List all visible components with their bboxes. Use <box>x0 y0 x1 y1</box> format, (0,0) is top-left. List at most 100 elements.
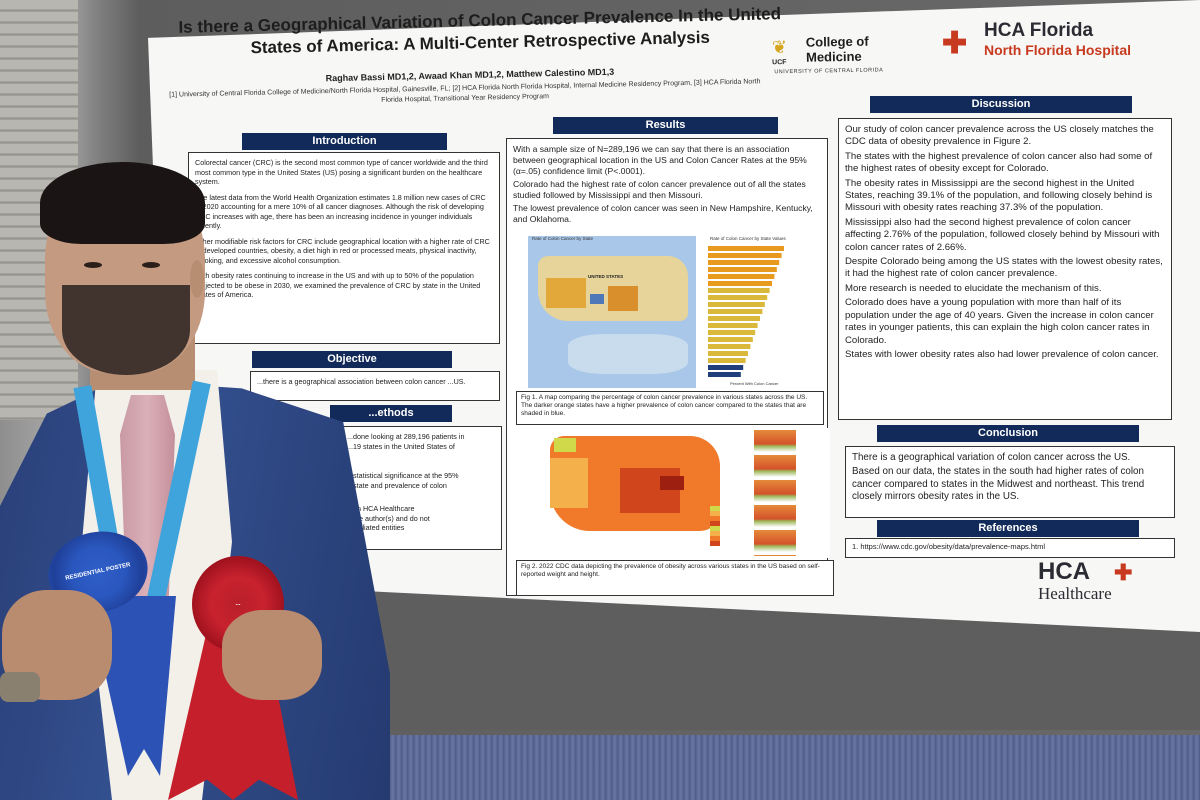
hca-healthcare-line1: HCA <box>1038 558 1090 585</box>
methods-line: ...an HCA Healthcare <box>347 504 415 513</box>
fig1-bar <box>708 246 784 251</box>
ucf-name: College of Medicine <box>806 34 869 65</box>
results-bullet: Colorado had the highest rate of colon c… <box>513 179 806 200</box>
fig1-bar <box>708 372 741 377</box>
methods-line: ...done looking at 289,196 patients in <box>347 432 465 441</box>
person-eye <box>84 262 102 268</box>
conclusion-bullet: There is a geographical variation of col… <box>852 452 1131 463</box>
discussion-bullet: More research is needed to elucidate the… <box>845 282 1102 294</box>
obesity-region-darkest <box>660 476 684 490</box>
fig1-bar-chart: Rate of Colon Cancer by State Values Per… <box>700 236 820 388</box>
fig1-bar <box>708 323 758 328</box>
fig1-bar <box>708 330 756 335</box>
discussion-bullet: Our study of colon cancer prevalence acr… <box>845 124 1154 148</box>
obesity-region-light <box>550 458 588 508</box>
discussion-header: Discussion <box>870 96 1132 113</box>
map-ocean <box>568 334 688 374</box>
ucf-logo: ❦ UCF College of Medicine UNIVERSITY OF … <box>772 33 923 76</box>
map-region-blue <box>590 294 604 304</box>
discussion-bullet: States with lower obesity rates also had… <box>845 348 1159 360</box>
conclusion-header: Conclusion <box>877 425 1139 442</box>
red-ribbon-text: ... <box>235 600 241 607</box>
references-header: References <box>877 520 1139 537</box>
methods-box: ...done looking at 289,196 patients in .… <box>340 426 502 550</box>
fig1-bar <box>708 274 775 279</box>
intro-paragraph: Other modifiable risk factors for CRC in… <box>195 236 490 265</box>
fig1-map-label: UNITED STATES <box>588 274 624 279</box>
fig1-caption: Fig 1. A map comparing the percentage of… <box>516 391 824 425</box>
fig1-bar <box>708 267 777 272</box>
methods-header: ...ethods <box>330 405 452 422</box>
ucf-abbr: UCF <box>772 59 787 67</box>
fig2-obesity-map <box>530 428 830 558</box>
references-box: 1. https://www.cdc.gov/obesity/data/prev… <box>845 538 1175 558</box>
hca-healthcare-line2: Healthcare <box>1038 584 1112 603</box>
results-bullet: With a sample size of N=289,196 we can s… <box>513 144 807 176</box>
fig1-bar <box>708 337 753 342</box>
fig1-bar <box>708 365 744 370</box>
map-region-orange <box>546 278 586 308</box>
methods-line: ...19 states in the United States of <box>347 441 455 451</box>
hca-florida-line2: North Florida Hospital <box>984 42 1131 58</box>
fig1-xlabel: Percent With Colon Cancer <box>730 381 779 386</box>
fig1-bar <box>708 316 760 321</box>
hca-florida-line1: HCA Florida <box>984 20 1094 41</box>
discussion-bullet: Despite Colorado being among the US stat… <box>845 256 1163 280</box>
discussion-bullet: Mississippi also had the second highest … <box>845 216 1160 253</box>
objective-header: Objective <box>252 351 452 368</box>
fig1-bar <box>708 309 763 314</box>
hca-florida-logo: ✚ HCA Florida North Florida Hospital <box>942 16 1182 66</box>
wristwatch <box>0 672 40 702</box>
fig1-bar <box>708 288 770 293</box>
discussion-bullet: Colorado does have a young population wi… <box>845 297 1154 346</box>
fig1-title-left: Rate of Colon Cancer by State <box>532 236 594 241</box>
obesity-region-green <box>554 438 576 452</box>
conclusion-bullet: Based on our data, the states in the sou… <box>852 466 1145 503</box>
fig1-bar <box>708 358 746 363</box>
methods-line: ...state and prevalence of colon <box>347 480 447 490</box>
obesity-legend <box>710 506 720 546</box>
fig1-bars <box>708 246 784 377</box>
ucf-name-line1: College of <box>805 33 869 50</box>
obesity-small-maps <box>754 430 796 556</box>
fig1-bar <box>708 344 751 349</box>
map-region-orange <box>608 286 638 311</box>
person-eye <box>142 262 160 268</box>
intro-paragraph: With obesity rates continuing to increas… <box>195 271 481 299</box>
person-ear <box>190 260 204 298</box>
fig1-bar <box>708 281 772 286</box>
discussion-box: Our study of colon cancer prevalence acr… <box>838 118 1172 420</box>
pegasus-icon: ❦ <box>771 37 788 58</box>
introduction-header: Introduction <box>242 133 447 150</box>
fig1-bar <box>708 302 765 307</box>
discussion-bullet: The states with the highest prevalence o… <box>845 150 1153 175</box>
methods-line: ...affiliated entities <box>347 523 405 532</box>
results-bullet: The lowest prevalence of colon cancer wa… <box>513 203 813 224</box>
conclusion-box: There is a geographical variation of col… <box>845 446 1175 518</box>
objective-text: ...there is a geographical association b… <box>257 377 466 386</box>
hca-cross-icon: ✚ <box>1114 560 1133 585</box>
person-hair <box>40 162 205 244</box>
reference-item: 1. https://www.cdc.gov/obesity/data/prev… <box>852 542 1046 551</box>
person-right-hand <box>222 610 322 700</box>
hca-healthcare-logo: HCA ✚ Healthcare <box>1036 558 1176 608</box>
fig1-title-right: Rate of Colon Cancer by State Values <box>710 236 786 241</box>
fig1-bar <box>708 351 748 356</box>
obesity-region-dark <box>620 468 680 513</box>
objective-box: ...there is a geographical association b… <box>250 371 500 401</box>
intro-paragraph: The latest data from the World Health Or… <box>195 192 486 231</box>
fig1-bar <box>708 295 768 300</box>
fig1-map: Rate of Colon Cancer by State UNITED STA… <box>528 236 696 388</box>
fig1-bar <box>708 260 780 265</box>
results-header: Results <box>553 117 778 134</box>
person-beard <box>62 285 190 375</box>
intro-paragraph: Colorectal cancer (CRC) is the second mo… <box>195 158 488 186</box>
blue-ribbon-text: RESIDENTIAL POSTER <box>64 561 131 582</box>
introduction-box: Colorectal cancer (CRC) is the second mo… <box>188 152 500 344</box>
hca-cross-icon: ✚ <box>942 27 968 60</box>
discussion-bullet: The obesity rates in Mississippi are the… <box>845 177 1153 214</box>
fig1-bar <box>708 253 782 258</box>
methods-line: ...statistical significance at the 95% <box>347 471 459 480</box>
ucf-name-line2: Medicine <box>805 48 862 65</box>
fig2-caption: Fig 2. 2022 CDC data depicting the preva… <box>516 560 834 596</box>
